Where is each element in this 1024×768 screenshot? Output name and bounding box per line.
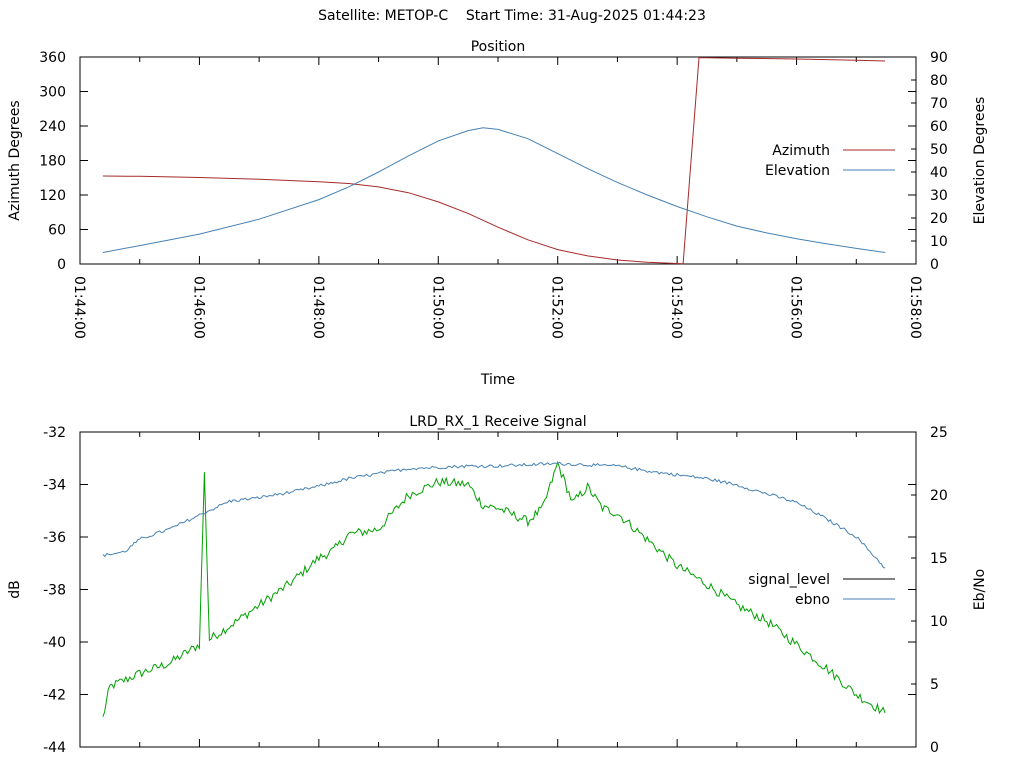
y-left-tick-label: -36 xyxy=(43,530,66,546)
legend-label: Azimuth xyxy=(772,143,830,159)
y-right-tick-label: 10 xyxy=(930,234,948,250)
y-right-axis-label: Eb/No xyxy=(972,569,988,611)
x-tick-label: 01:48:00 xyxy=(310,276,326,339)
y-right-tick-label: 50 xyxy=(930,142,948,158)
y-left-axis-label: dB xyxy=(7,580,23,599)
y-left-tick-label: 60 xyxy=(48,223,66,239)
x-tick-label: 01:56:00 xyxy=(788,276,804,339)
y-right-tick-label: 60 xyxy=(930,119,948,135)
y-left-tick-label: -40 xyxy=(43,635,66,651)
receive-signal-chart: LRD_RX_1 Receive Signal -44 -42 -40 -38 -36 -3… xyxy=(7,414,988,756)
y-left-tick-label: -38 xyxy=(43,583,66,599)
y-right-tick-label: 15 xyxy=(930,551,948,567)
x-tick-label: 01:52:00 xyxy=(549,276,565,339)
y-left-tick-label: 240 xyxy=(39,119,66,135)
y-left-tick-label: -34 xyxy=(43,478,66,494)
legend-label: ebno xyxy=(795,592,830,608)
x-tick-label: 01:46:00 xyxy=(190,276,206,339)
y-right-tick-label: 10 xyxy=(930,614,948,630)
x-tick-label: 01:58:00 xyxy=(907,276,923,339)
chart-title: Position xyxy=(471,39,526,55)
chart-title: LRD_RX_1 Receive Signal xyxy=(409,414,586,430)
y-left-tick-label: 120 xyxy=(39,188,66,204)
y-right-tick-label: 30 xyxy=(930,188,948,204)
legend-label: Elevation xyxy=(765,163,830,179)
y-left-tick-label: -42 xyxy=(43,688,66,704)
y-right-axis-label: Elevation Degrees xyxy=(972,97,988,225)
y-right-tick-label: 20 xyxy=(930,488,948,504)
y-right-tick-label: 40 xyxy=(930,165,948,181)
page-title: Satellite: METOP-C Start Time: 31-Aug-20… xyxy=(318,8,706,24)
series-line-ebno xyxy=(102,461,886,569)
series-line-elevation xyxy=(102,127,886,253)
y-left-tick-label: 300 xyxy=(39,85,66,101)
y-right-tick-label: 25 xyxy=(930,425,948,441)
y-left-tick-label: 0 xyxy=(57,257,66,273)
x-axis-label: Time xyxy=(480,372,515,388)
y-right-tick-label: 0 xyxy=(930,740,939,756)
y-right-tick-label: 80 xyxy=(930,73,948,89)
y-right-tick-label: 5 xyxy=(930,677,939,693)
x-tick-label: 01:50:00 xyxy=(429,276,445,339)
series-line-azimuth xyxy=(102,57,886,265)
plot-frame xyxy=(79,431,917,748)
y-right-tick-label: 20 xyxy=(930,211,948,227)
y-left-tick-label: -32 xyxy=(43,425,66,441)
series-line-signal-level xyxy=(102,460,886,717)
x-tick-label: 01:44:00 xyxy=(71,276,87,339)
y-left-axis-label: Azimuth Degrees xyxy=(7,100,23,220)
y-left-tick-label: -44 xyxy=(43,740,66,756)
y-left-tick-label: 180 xyxy=(39,154,66,170)
y-right-tick-label: 90 xyxy=(930,50,948,66)
y-right-tick-label: 70 xyxy=(930,96,948,112)
legend-label: signal_level xyxy=(748,572,830,588)
position-chart: Position 0 60 120 180 240 300 360 0 10 20 30 40 50 60 7… xyxy=(7,39,988,388)
y-left-tick-label: 360 xyxy=(39,50,66,66)
y-right-tick-label: 0 xyxy=(930,257,939,273)
x-tick-label: 01:54:00 xyxy=(668,276,684,339)
